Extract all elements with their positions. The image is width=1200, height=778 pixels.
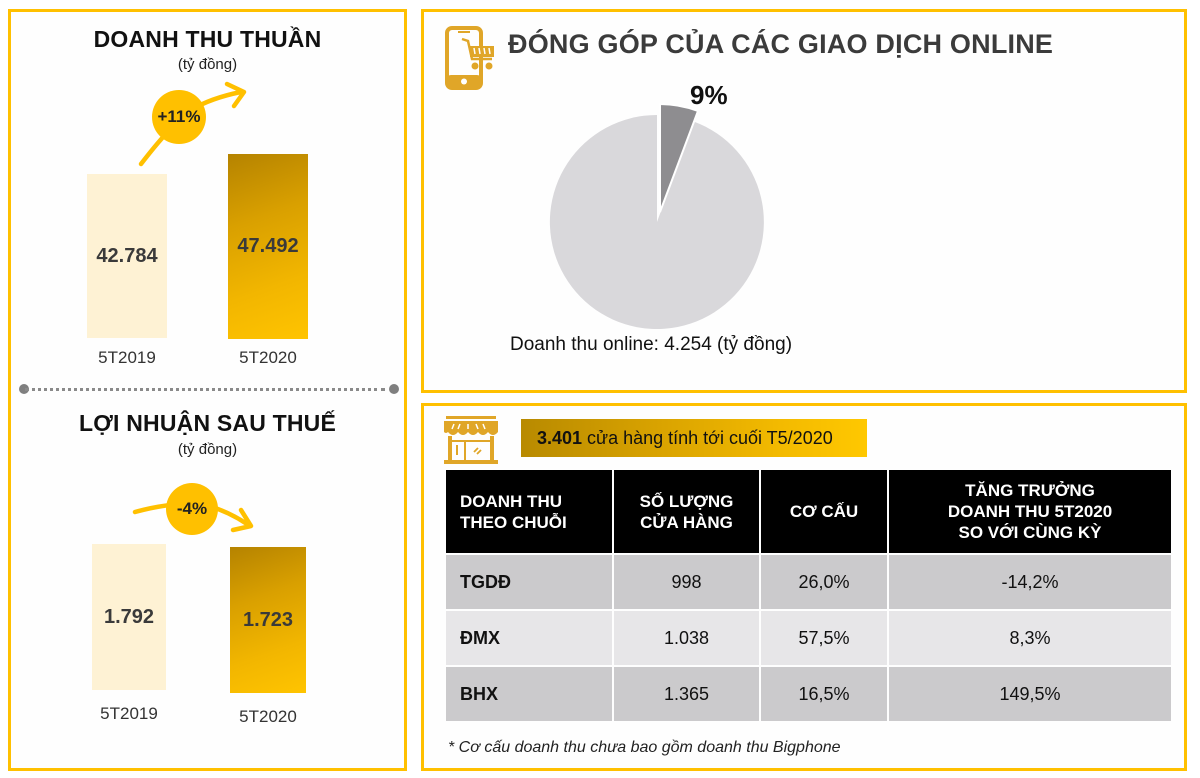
divider-dot-left — [19, 384, 29, 394]
header-growth: TĂNG TRƯỞNG DOANH THU 5T2020 SO VỚI CÙNG K… — [889, 470, 1171, 553]
cell-growth: 149,5% — [889, 667, 1171, 721]
header-store-count: SỐ LƯỢNG CỬA HÀNG — [614, 470, 759, 553]
pie-slice-other — [549, 114, 764, 329]
online-title: ĐÓNG GÓP CỦA CÁC GIAO DỊCH ONLINE — [508, 29, 1054, 59]
cell-chain: TGDĐ — [446, 555, 612, 609]
financial-summary-panel: DOANH THU THUẦN (tỷ đồng) +11% 42.784 47… — [8, 9, 407, 771]
revenue-label-2020: 5T2020 — [239, 348, 297, 367]
table-header-row: DOANH THU THEO CHUỖI SỐ LƯỢNG CỬA HÀNG CƠ … — [446, 470, 1171, 553]
section-divider — [25, 388, 385, 391]
storefront-icon — [444, 416, 498, 464]
cell-chain: ĐMX — [446, 611, 612, 665]
cell-store-count: 998 — [614, 555, 759, 609]
chain-revenue-table: DOANH THU THEO CHUỖI SỐ LƯỢNG CỬA HÀNG CƠ … — [444, 468, 1173, 723]
cell-store-count: 1.365 — [614, 667, 759, 721]
revenue-unit: (tỷ đồng) — [177, 56, 238, 73]
divider-dot-right — [389, 384, 399, 394]
profit-bar-2020: 1.723 — [230, 547, 306, 693]
cell-structure: 26,0% — [761, 555, 887, 609]
mobile-shopping-cart-icon — [445, 26, 494, 90]
table-row: BHX 1.365 16,5% 149,5% — [446, 667, 1171, 721]
cell-structure: 16,5% — [761, 667, 887, 721]
revenue-bar-2020: 47.492 — [228, 154, 308, 339]
store-count-banner: 3.401 cửa hàng tính tới cuối T5/2020 — [521, 419, 867, 457]
store-count: 3.401 — [537, 427, 583, 448]
store-count-text: cửa hàng tính tới cuối T5/2020 — [587, 427, 833, 448]
pie-percent-label: 9% — [690, 80, 728, 110]
profit-label-2019: 5T2019 — [100, 704, 158, 723]
revenue-label-2019: 5T2019 — [98, 348, 156, 367]
table-row: ĐMX 1.038 57,5% 8,3% — [446, 611, 1171, 665]
revenue-change-badge: +11% — [152, 90, 206, 144]
cell-store-count: 1.038 — [614, 611, 759, 665]
profit-label-2020: 5T2020 — [239, 707, 297, 726]
profit-bar-2019: 1.792 — [92, 544, 166, 690]
header-structure: CƠ CẤU — [761, 470, 887, 553]
cell-chain: BHX — [446, 667, 612, 721]
store-chain-panel: 3.401 cửa hàng tính tới cuối T5/2020 DOA… — [421, 403, 1187, 771]
online-contribution-panel: ĐÓNG GÓP CỦA CÁC GIAO DỊCH ONLINE 9% Doa… — [421, 9, 1187, 393]
revenue-bar-2019: 42.784 — [87, 174, 167, 338]
footnote: * Cơ cấu doanh thu chưa bao gồm doanh th… — [448, 739, 841, 756]
revenue-title: DOANH THU THUẦN — [93, 26, 322, 52]
online-revenue-caption: Doanh thu online: 4.254 (tỷ đồng) — [510, 334, 793, 355]
profit-unit: (tỷ đồng) — [177, 441, 238, 458]
profit-title: LỢI NHUẬN SAU THUẾ — [78, 410, 337, 436]
cell-structure: 57,5% — [761, 611, 887, 665]
header-chain: DOANH THU THEO CHUỖI — [446, 470, 612, 553]
profit-change-badge: -4% — [166, 483, 218, 535]
table-row: TGDĐ 998 26,0% -14,2% — [446, 555, 1171, 609]
cell-growth: -14,2% — [889, 555, 1171, 609]
pie-slice-online — [659, 102, 700, 213]
cell-growth: 8,3% — [889, 611, 1171, 665]
online-pie-chart — [549, 102, 764, 329]
